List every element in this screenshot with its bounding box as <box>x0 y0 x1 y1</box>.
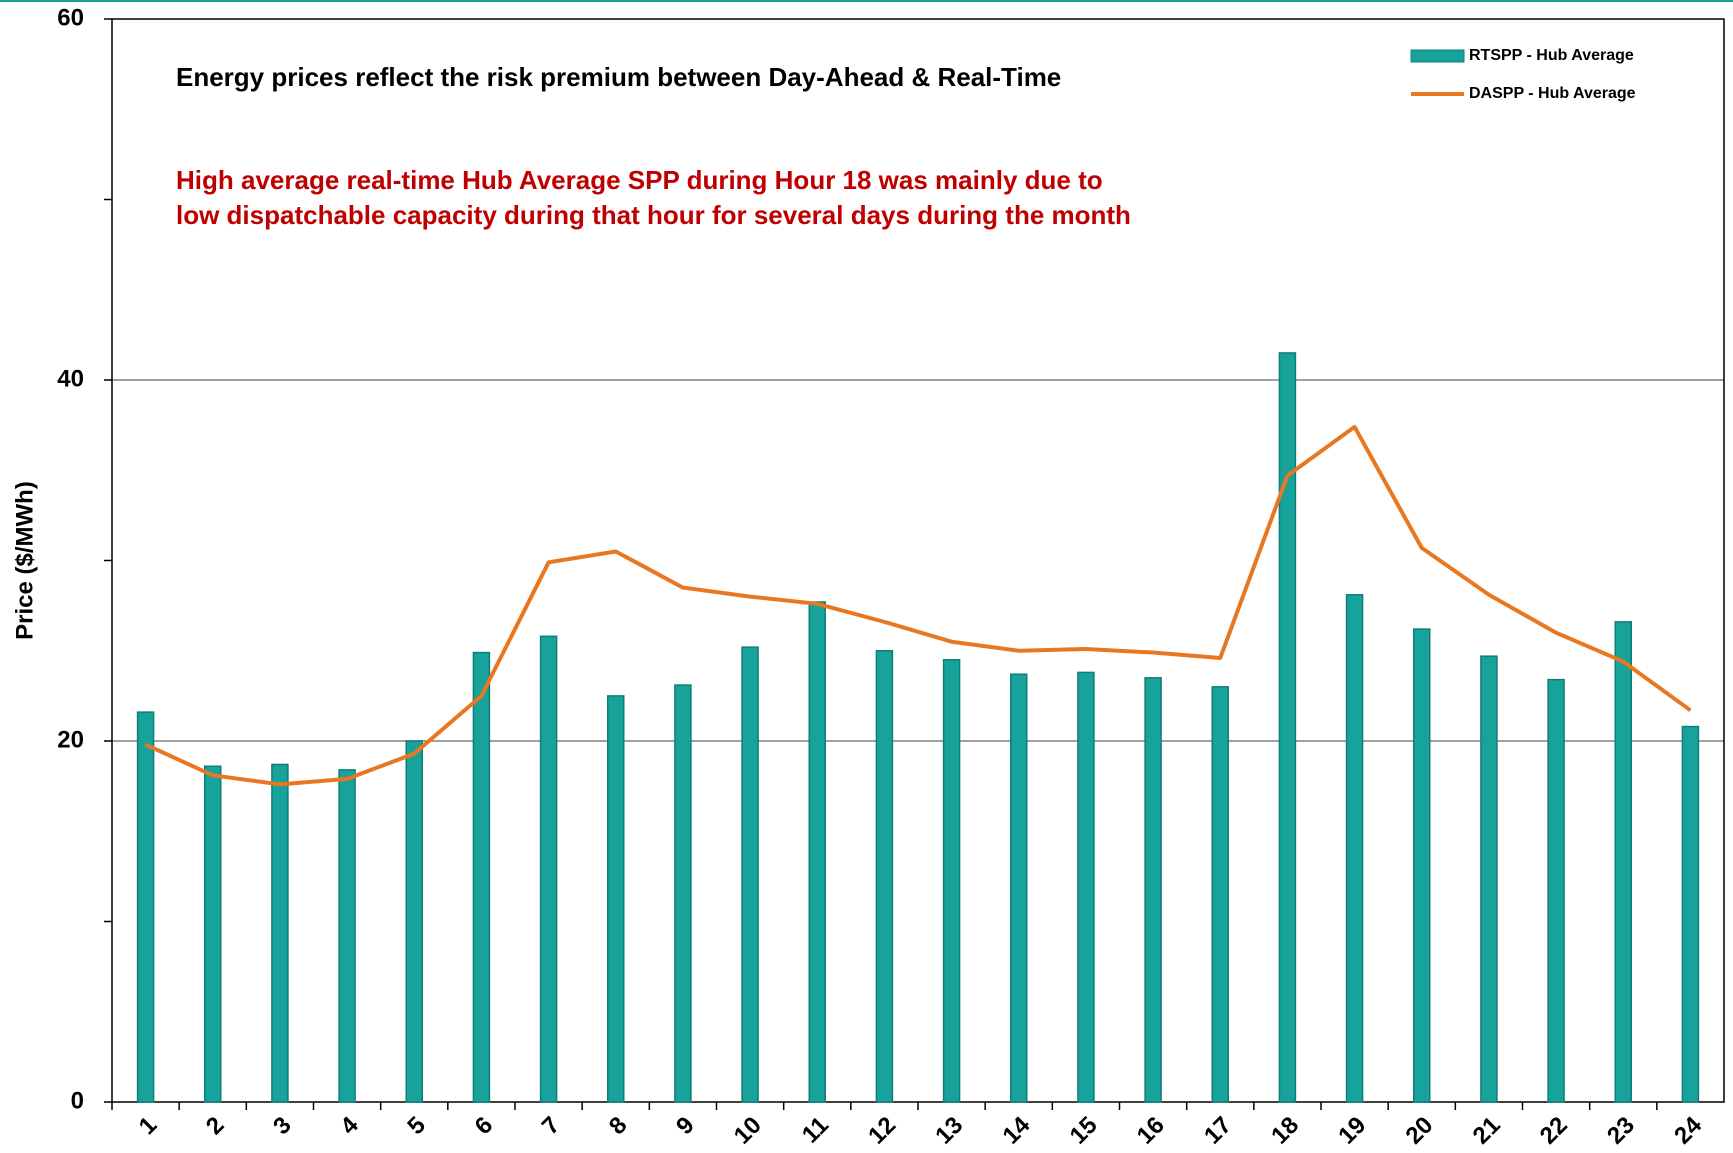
legend-label: RTSPP - Hub Average <box>1469 47 1634 64</box>
x-tick-label: 24 <box>1669 1111 1707 1149</box>
bar <box>539 635 558 1103</box>
x-tick-label: 2 <box>201 1112 230 1141</box>
bar <box>875 650 894 1103</box>
bar <box>1614 621 1632 1103</box>
x-tick-label: 12 <box>863 1112 901 1150</box>
x-tick-label: 7 <box>537 1112 566 1141</box>
legend-label: DASPP - Hub Average <box>1469 85 1636 102</box>
bar <box>674 684 692 1103</box>
bar <box>942 659 961 1103</box>
bar <box>808 601 826 1103</box>
legend-swatch <box>1410 49 1465 63</box>
x-tick-label: 16 <box>1132 1112 1170 1150</box>
x-tick-label: 8 <box>604 1112 633 1141</box>
x-tick-label: 5 <box>402 1112 431 1141</box>
bar <box>741 646 759 1103</box>
bar <box>1681 725 1700 1103</box>
bar <box>1144 677 1162 1103</box>
bar <box>1345 594 1364 1103</box>
x-tick-label: 3 <box>268 1112 297 1141</box>
x-tick-label: 1 <box>134 1112 163 1141</box>
x-tick-label: 19 <box>1333 1112 1371 1150</box>
x-tick-label: 9 <box>671 1112 700 1141</box>
x-tick-label: 21 <box>1468 1112 1506 1150</box>
y-axis-label: Price ($/MWh) <box>11 481 38 640</box>
bar <box>1480 655 1498 1103</box>
bar <box>472 651 491 1103</box>
x-tick-label: 22 <box>1535 1112 1573 1150</box>
annotation: Energy prices reflect the risk premium b… <box>176 62 1062 92</box>
line <box>144 424 1692 787</box>
x-tick-label: 4 <box>335 1111 364 1140</box>
y-tick-label: 0 <box>71 1087 84 1114</box>
bar <box>1413 628 1431 1103</box>
bar <box>136 711 155 1103</box>
bar <box>1278 352 1297 1103</box>
x-tick-label: 18 <box>1266 1112 1304 1150</box>
x-tick-label: 13 <box>930 1112 968 1150</box>
bar <box>1077 671 1095 1103</box>
bar <box>338 769 356 1103</box>
y-tick-label: 60 <box>57 4 84 31</box>
y-tick-label: 20 <box>57 726 84 753</box>
x-tick-label: 14 <box>998 1111 1036 1149</box>
annotation: High average real-time Hub Average SPP d… <box>176 165 1131 230</box>
bar <box>607 695 625 1103</box>
x-tick-label: 11 <box>797 1112 834 1149</box>
x-tick-label: 15 <box>1065 1112 1103 1150</box>
y-tick-label: 40 <box>57 365 84 392</box>
bar <box>204 765 222 1103</box>
bar <box>1010 673 1028 1103</box>
bar <box>405 740 423 1103</box>
bar <box>1211 686 1229 1103</box>
x-tick-label: 6 <box>470 1112 499 1141</box>
x-tick-label: 20 <box>1401 1112 1439 1150</box>
x-tick-label: 17 <box>1199 1112 1237 1150</box>
bar <box>271 763 289 1103</box>
x-tick-label: 10 <box>729 1112 767 1150</box>
bar <box>1547 678 1565 1103</box>
x-tick-label: 23 <box>1602 1112 1640 1150</box>
